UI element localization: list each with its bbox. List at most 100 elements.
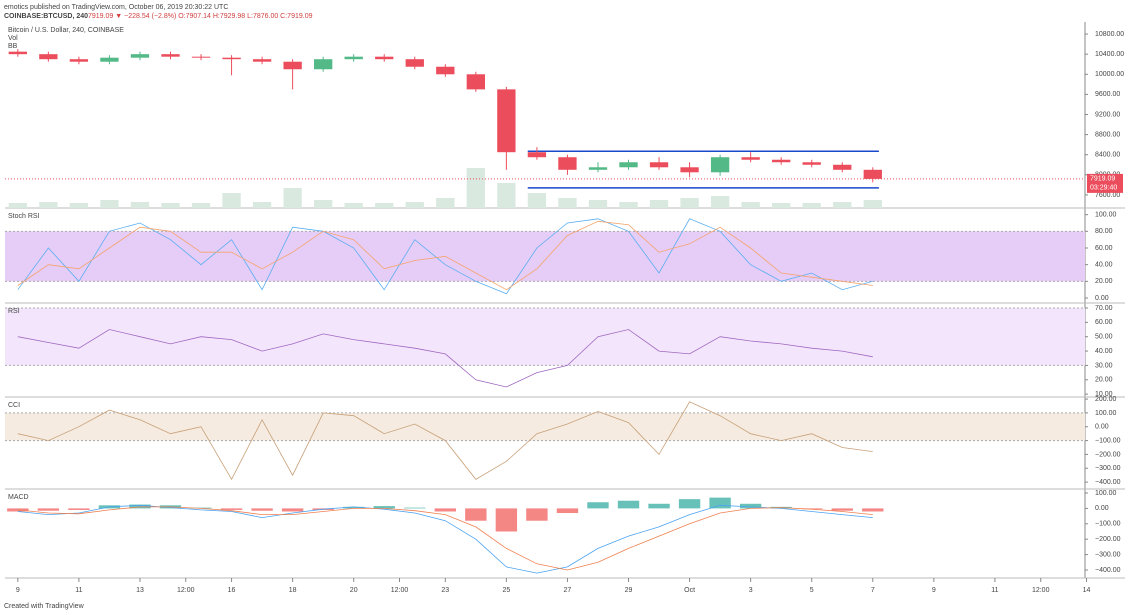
x-tick-label: 7 xyxy=(871,587,875,594)
candle-body xyxy=(375,56,394,60)
histogram-bar xyxy=(129,504,151,509)
candle-body xyxy=(130,54,150,58)
y-tick-label: −100.00 xyxy=(1095,437,1121,444)
candle-body xyxy=(741,157,760,160)
y-tick-label: 30.00 xyxy=(1095,362,1113,369)
histogram-bar xyxy=(587,502,609,509)
x-tick-label: 14 xyxy=(1083,587,1091,594)
volume-bar xyxy=(436,198,455,208)
candle-body xyxy=(649,162,669,168)
y-tick-label: −300.00 xyxy=(1095,551,1121,558)
y-tick-label: 0.00 xyxy=(1095,424,1109,431)
candle-body xyxy=(69,59,89,62)
volume-bar xyxy=(558,198,577,208)
x-tick-label: 12:00 xyxy=(391,587,409,594)
candle-body xyxy=(466,74,485,90)
x-tick-label: 3 xyxy=(749,587,753,594)
y-tick-label: −400.00 xyxy=(1095,567,1121,574)
x-tick-label: 9 xyxy=(932,587,936,594)
y-tick-label: 100.00 xyxy=(1095,410,1117,417)
candle-body xyxy=(314,59,333,70)
histogram-bar xyxy=(556,508,579,514)
candle-body xyxy=(100,57,119,62)
candle-body xyxy=(558,157,577,170)
x-tick-label: 20 xyxy=(350,587,358,594)
y-tick-label: 0.00 xyxy=(1095,505,1109,512)
y-tick-label: 10400.00 xyxy=(1095,51,1124,58)
volume-bar xyxy=(252,202,272,208)
histogram-bar xyxy=(526,508,548,521)
x-tick-label: 9 xyxy=(16,587,20,594)
histogram-bar xyxy=(251,508,273,511)
volume-bar xyxy=(69,203,89,208)
y-tick-label: 70.00 xyxy=(1095,305,1113,312)
histogram-bar xyxy=(648,503,670,509)
y-tick-label: 20.00 xyxy=(1095,278,1113,285)
footer: Created with TradingView xyxy=(4,603,85,610)
x-tick-label: 5 xyxy=(810,587,814,594)
y-tick-label: 40.00 xyxy=(1095,348,1113,355)
volume-bar xyxy=(833,202,852,208)
last-price-box xyxy=(1087,173,1123,193)
y-tick-label: 10.00 xyxy=(1095,391,1113,398)
y-tick-label: 50.00 xyxy=(1095,334,1113,341)
indicator-line xyxy=(17,329,873,388)
countdown: 03:29:40 xyxy=(1090,185,1117,192)
y-tick-label: −100.00 xyxy=(1095,521,1121,528)
volume-bar xyxy=(283,188,302,208)
volume-bar xyxy=(100,200,119,208)
volume-bar xyxy=(802,203,821,208)
histogram-bar xyxy=(373,506,395,509)
y-tick-label: 9200.00 xyxy=(1095,111,1120,118)
publisher: emotics published on TradingView.com, Oc… xyxy=(4,4,228,11)
candle-body xyxy=(619,162,638,168)
indicator-line xyxy=(17,506,873,571)
y-tick-label: 200.00 xyxy=(1095,396,1117,403)
candle-body xyxy=(283,61,302,70)
y-tick-label: 8800.00 xyxy=(1095,131,1120,138)
volume-bar xyxy=(527,193,547,208)
histogram-bar xyxy=(434,508,456,512)
volume-bar xyxy=(8,203,27,208)
volume-bar xyxy=(710,196,730,208)
volume-bar xyxy=(741,202,760,208)
y-tick-label: 7600.00 xyxy=(1095,192,1120,199)
x-tick-label: 25 xyxy=(502,587,510,594)
x-tick-label: 11 xyxy=(991,587,998,594)
histogram-bar xyxy=(404,507,426,509)
volume-bar xyxy=(191,203,211,208)
x-tick-label: 13 xyxy=(136,587,144,594)
y-tick-label: 9600.00 xyxy=(1095,91,1120,98)
x-tick-label: 27 xyxy=(564,587,572,594)
candle-body xyxy=(222,57,241,60)
candle-body xyxy=(39,54,58,60)
y-tick-label: 10000.00 xyxy=(1095,71,1124,78)
legend-entry: BB xyxy=(8,43,18,50)
volume-bar xyxy=(497,183,516,208)
volume-bar xyxy=(649,200,669,208)
candle-body xyxy=(680,167,699,173)
candle-body xyxy=(710,157,730,173)
volume-bar xyxy=(405,202,424,208)
y-tick-label: 60.00 xyxy=(1095,245,1113,252)
pane-title: CCI xyxy=(8,402,20,409)
histogram-bar xyxy=(220,508,243,510)
histogram-bar xyxy=(68,508,90,510)
candle-body xyxy=(772,159,791,163)
volume-bar xyxy=(772,203,791,208)
band xyxy=(5,231,1085,282)
pane-title: Bitcoin / U.S. Dollar, 240, COINBASE xyxy=(8,27,124,34)
symbol: COINBASE:BTCUSD, 240 xyxy=(4,13,88,20)
y-tick-label: 60.00 xyxy=(1095,319,1113,326)
histogram-bar xyxy=(739,503,762,509)
pane-title: MACD xyxy=(8,494,29,501)
volume-bar xyxy=(466,168,485,208)
volume-bar xyxy=(222,193,241,208)
histogram-bar xyxy=(465,508,487,521)
volume-bar xyxy=(344,203,363,208)
histogram-bar xyxy=(801,508,823,510)
y-tick-label: −300.00 xyxy=(1095,465,1121,472)
last-price-label: 7919.09 xyxy=(1090,176,1115,183)
